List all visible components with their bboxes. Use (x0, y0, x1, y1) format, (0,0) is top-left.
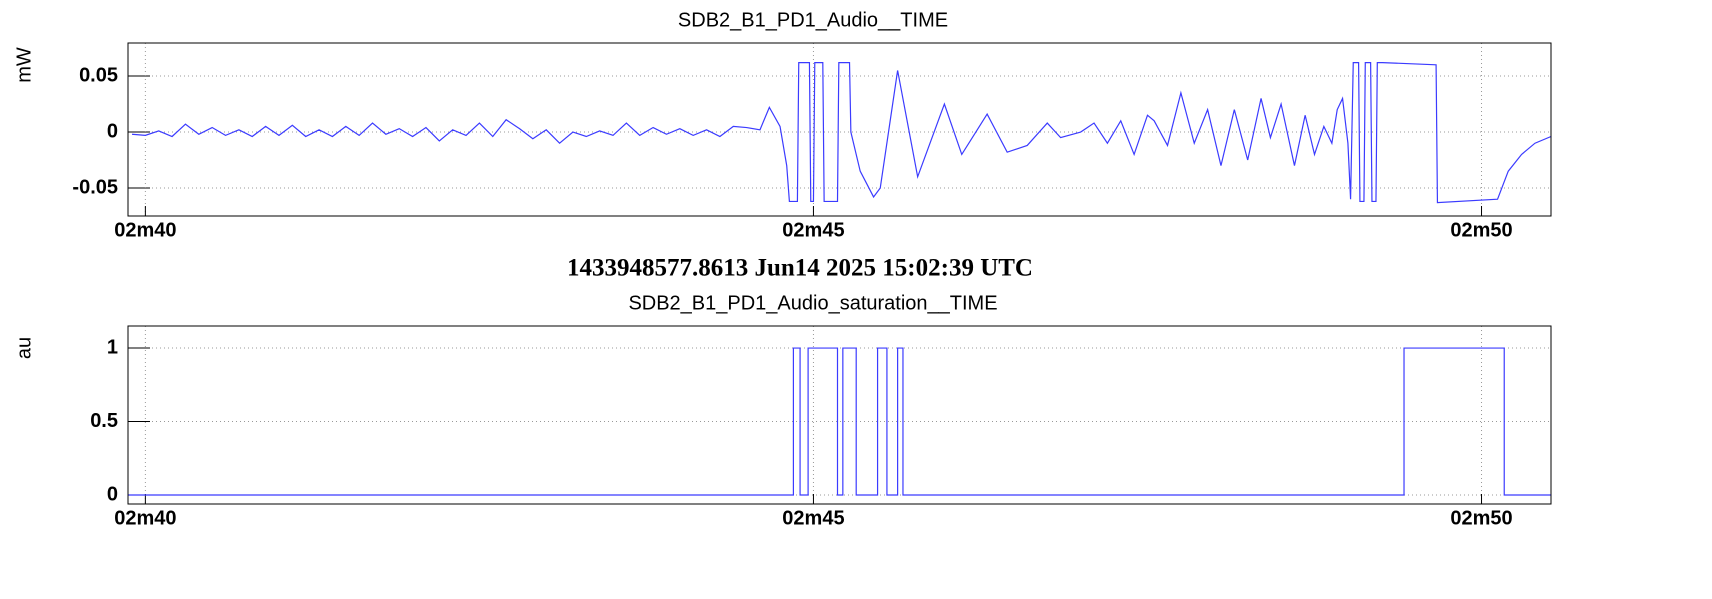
x-tick-label: 02m50 (1450, 507, 1512, 529)
y-tick-label: 1 (107, 336, 118, 358)
x-tick-label: 02m40 (114, 507, 176, 529)
y-tick-label: 0 (107, 483, 118, 505)
y-axis-label: mW (13, 47, 35, 83)
plot-frame (127, 325, 1552, 505)
x-tick-label: 02m45 (782, 507, 844, 529)
data-line (128, 347, 1551, 496)
x-tick-label: 02m40 (114, 219, 176, 241)
x-tick-label: 02m50 (1450, 219, 1512, 241)
y-tick-label: 0.05 (79, 64, 118, 86)
y-tick-label: 0.5 (90, 410, 118, 432)
y-axis-label: au (13, 337, 35, 359)
data-line (131, 62, 1551, 204)
chart-title: SDB2_B1_PD1_Audio__TIME (678, 9, 948, 31)
x-tick-label: 02m45 (782, 219, 844, 241)
chart-title: SDB2_B1_PD1_Audio_saturation__TIME (628, 292, 997, 314)
plot-frame (127, 42, 1552, 217)
y-tick-label: -0.05 (72, 176, 118, 198)
y-tick-label: 0 (107, 120, 118, 142)
timestamp: 1433948577.8613 Jun14 2025 15:02:39 UTC (567, 255, 1033, 282)
